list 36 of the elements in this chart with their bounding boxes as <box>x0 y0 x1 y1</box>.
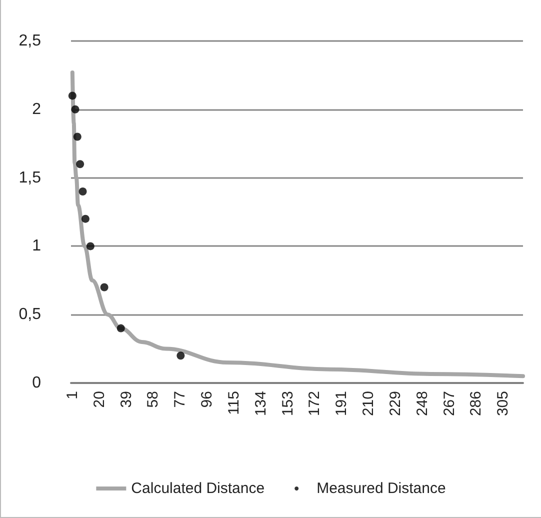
x-tick-label: 248 <box>414 391 431 416</box>
line-series <box>70 70 525 378</box>
y-tick-label: 2 <box>32 100 42 118</box>
legend-label: Measured Distance <box>316 480 446 497</box>
x-tick-label: 20 <box>90 391 108 408</box>
point <box>176 352 185 360</box>
point <box>86 242 94 250</box>
x-tick-label: 229 <box>386 391 404 416</box>
x-tick-label: 58 <box>144 391 162 408</box>
x-tick-label: 210 <box>360 391 378 416</box>
y-tick-label: 1 <box>32 238 42 255</box>
legend-label: Calculated Distance <box>131 480 265 497</box>
x-tick-label: 172 <box>306 391 324 416</box>
point <box>68 92 76 100</box>
y-tick-label: 0 <box>32 374 42 392</box>
point <box>78 187 87 196</box>
x-tick-label: 191 <box>333 391 350 416</box>
point <box>116 324 125 332</box>
x-tick-label: 96 <box>198 391 216 408</box>
x-tick-label: 115 <box>225 391 242 415</box>
point <box>76 160 84 168</box>
x-tick-label: 134 <box>252 391 270 416</box>
y-tick-label: 1,5 <box>18 169 42 186</box>
x-tick-label: 153 <box>279 391 296 416</box>
point <box>100 283 108 292</box>
point <box>73 132 82 141</box>
y-tick-label: 0,5 <box>18 306 42 324</box>
x-tick-label: 305 <box>494 391 512 416</box>
point <box>71 105 80 114</box>
y-tick-label: 2,5 <box>18 32 42 50</box>
x-tick-label: 1 <box>64 391 81 400</box>
x-tick-label: 77 <box>172 391 189 408</box>
x-tick-label: 267 <box>440 391 458 416</box>
point <box>81 214 90 223</box>
x-tick-label: 286 <box>468 391 485 416</box>
x-tick-label: 39 <box>118 391 135 408</box>
